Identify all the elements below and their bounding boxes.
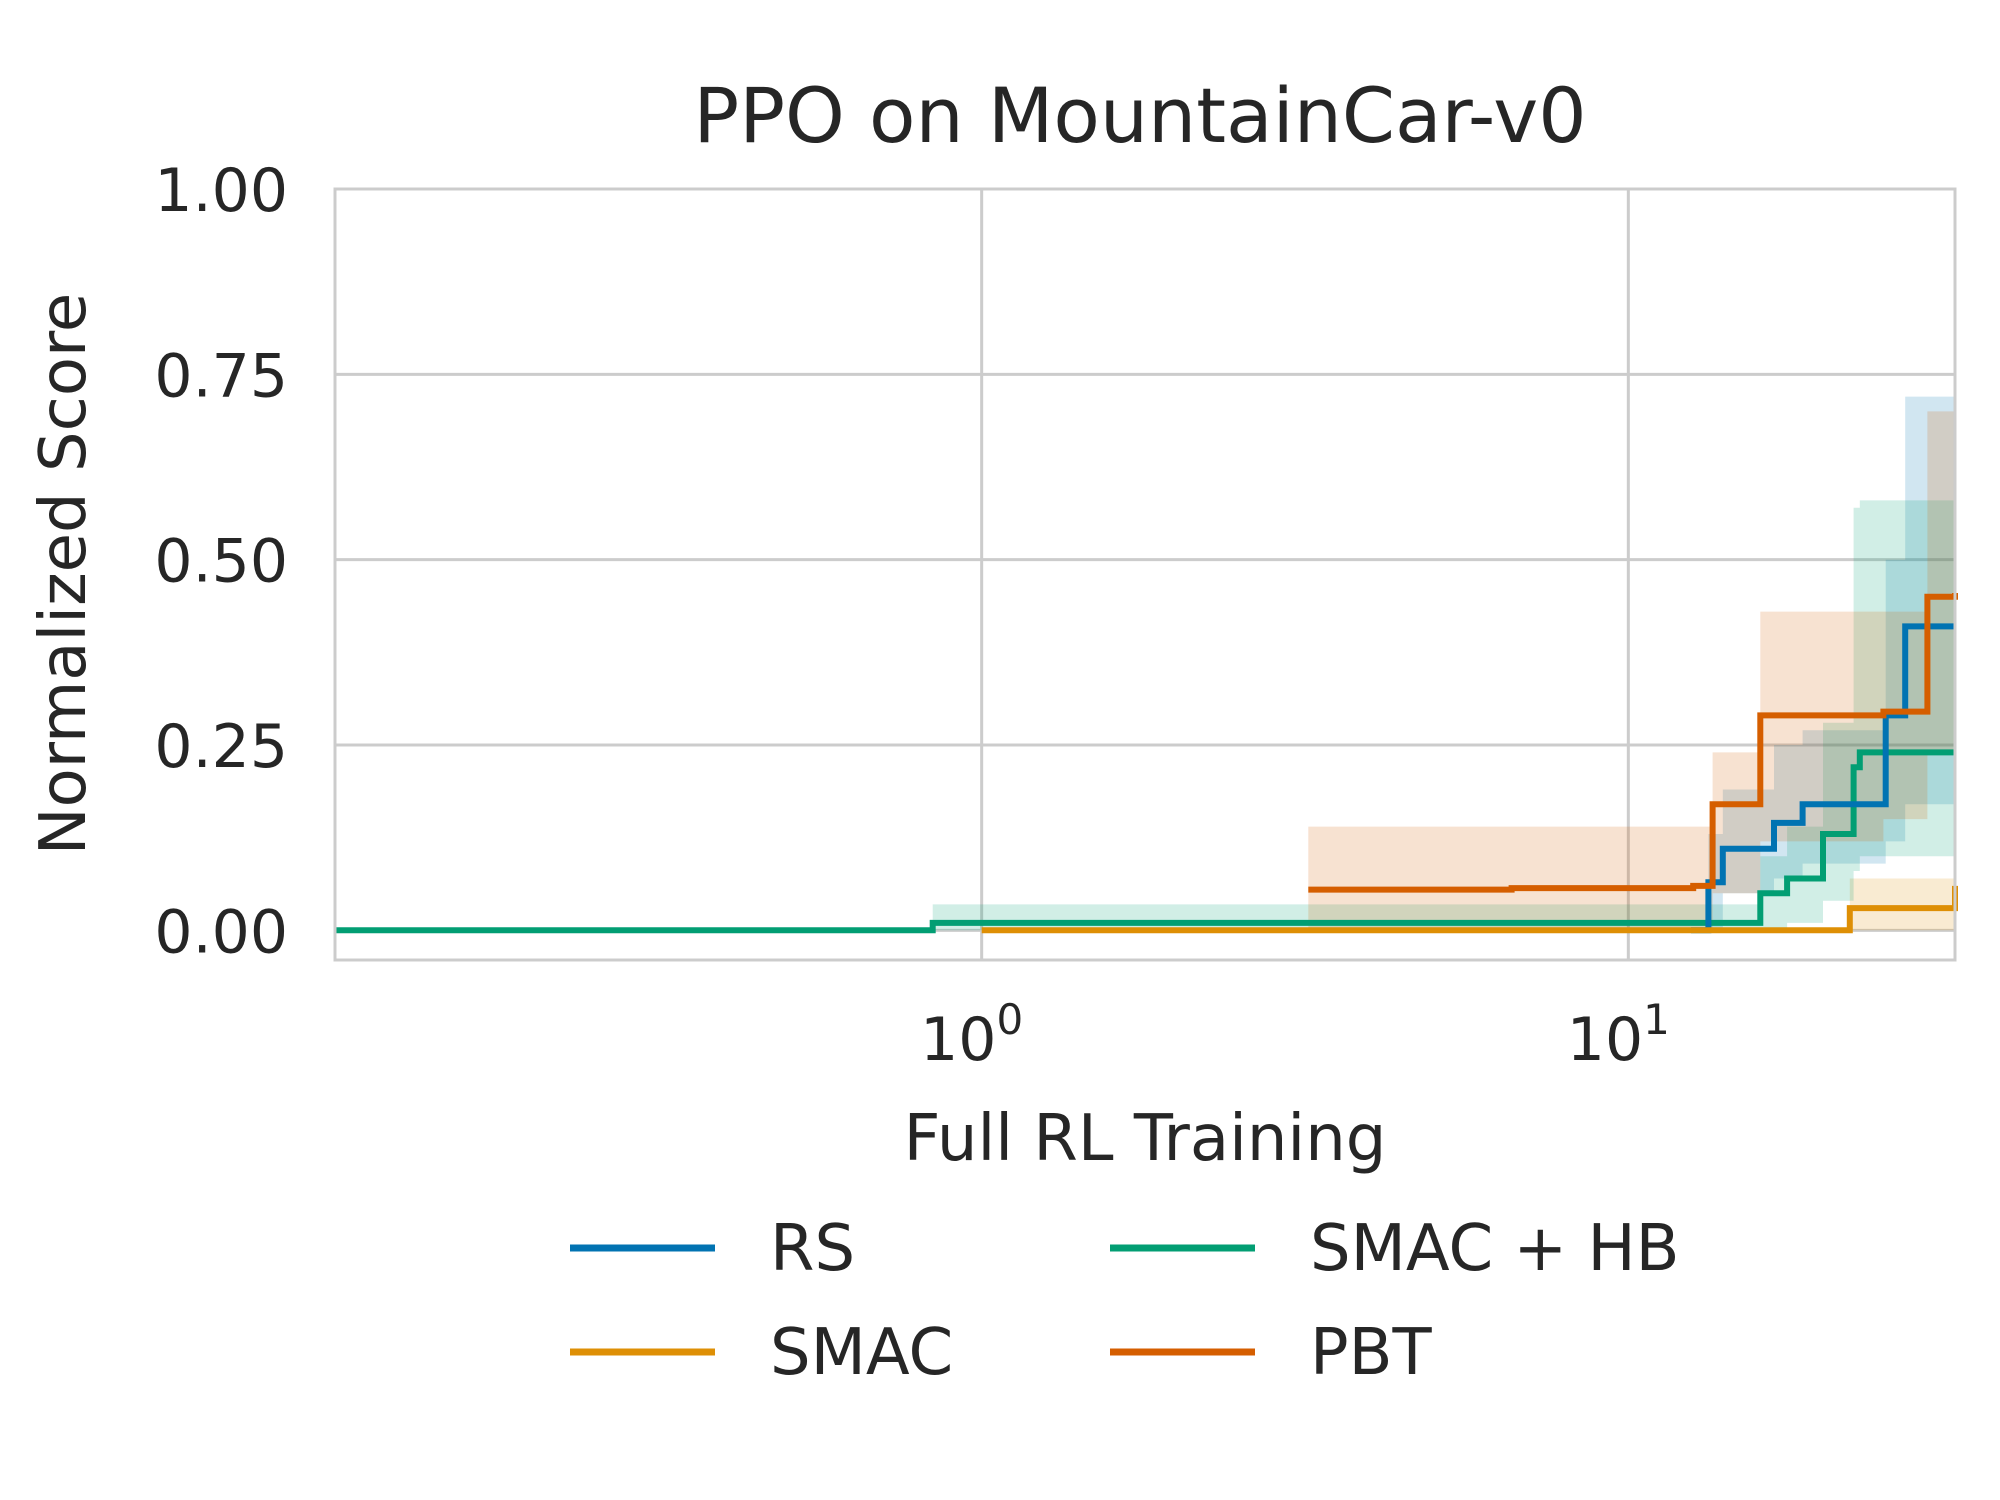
y-axis-label: Normalized Score [27, 293, 101, 856]
series-line-smac-hb [335, 749, 1955, 934]
x-tick-label: 101 [1567, 995, 1670, 1075]
plot-frame [333, 187, 1957, 962]
series-lines [335, 593, 1958, 934]
confidence-bands [335, 396, 1955, 931]
band-smac [981, 841, 1955, 931]
legend: RS SMAC SMAC + HB PBT [570, 1212, 1680, 1390]
x-axis-label: Full RL Training [904, 1102, 1387, 1176]
legend-label: RS [770, 1212, 855, 1286]
y-tick-label: 0.00 [154, 897, 288, 967]
y-tick-label: 1.00 [154, 156, 288, 226]
y-tick-label: 0.50 [154, 527, 288, 597]
y-tick-label: 0.25 [154, 712, 288, 782]
legend-item-smac-hb: SMAC + HB [1110, 1212, 1680, 1286]
chart-title: PPO on MountainCar-v0 [693, 71, 1586, 160]
legend-label: PBT [1310, 1316, 1433, 1390]
y-tick-label: 0.75 [154, 341, 288, 411]
legend-item-smac: SMAC [570, 1316, 953, 1390]
x-tick-labels: 100 101 [920, 995, 1670, 1075]
band-pbt [1308, 411, 1955, 931]
legend-label: SMAC [770, 1316, 953, 1390]
legend-item-rs: RS [570, 1212, 855, 1286]
y-tick-labels: 0.00 0.25 0.50 0.75 1.00 [154, 156, 288, 967]
band-smac-hb [335, 500, 1955, 931]
band-rs [1691, 396, 1955, 931]
legend-item-pbt: PBT [1110, 1316, 1433, 1390]
legend-label: SMAC + HB [1310, 1212, 1680, 1286]
series-line-pbt [1308, 593, 1958, 893]
x-tick-label: 100 [920, 995, 1023, 1075]
